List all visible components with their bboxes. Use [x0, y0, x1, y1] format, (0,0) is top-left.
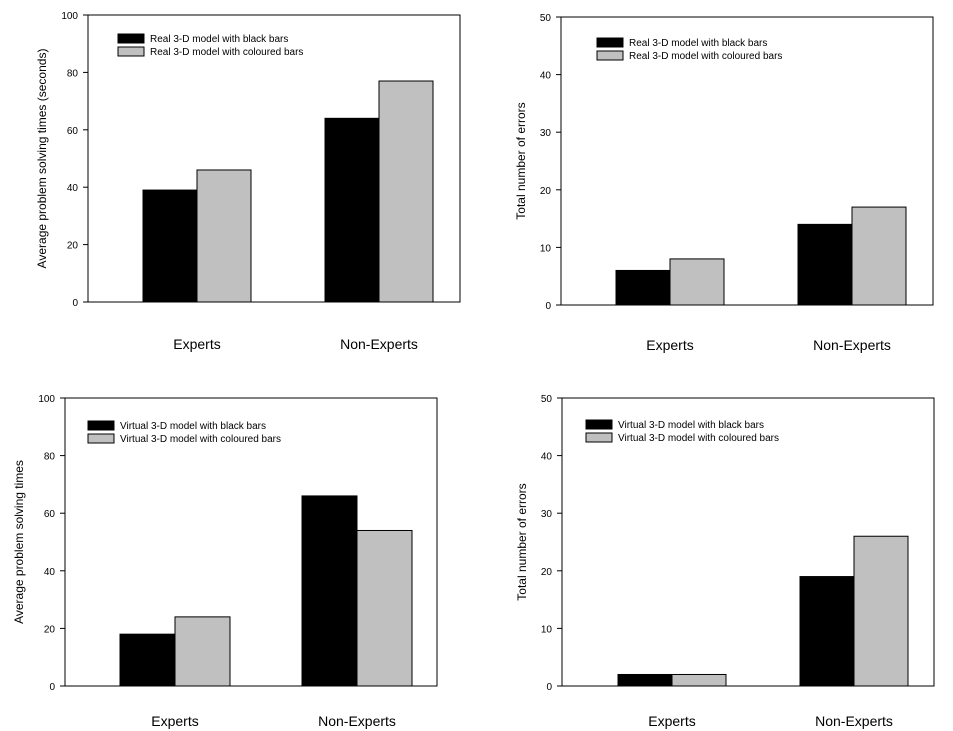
- bar: [615, 269, 671, 306]
- y-tick-label: 30: [541, 509, 553, 520]
- bar: [356, 529, 413, 687]
- bar: [378, 80, 434, 303]
- y-tick-label: 0: [546, 682, 552, 693]
- x-tick-label: Experts: [173, 336, 220, 352]
- bar: [799, 576, 855, 687]
- y-tick-label: 20: [67, 241, 79, 252]
- bar: [669, 258, 725, 306]
- legend-label: Real 3-D model with coloured bars: [629, 51, 782, 62]
- y-tick-label: 10: [540, 243, 552, 254]
- chart-panel: Experts Non-Experts 0 10 20 30 40 50 Total numbe…: [514, 13, 934, 353]
- legend-label: Virtual 3-D model with black bars: [618, 420, 764, 431]
- y-tick-label: 100: [38, 394, 55, 405]
- y-tick-label: 80: [67, 68, 79, 79]
- y-tick-label: 40: [44, 567, 56, 578]
- plot-frame: [561, 397, 935, 687]
- x-tick-label: Non-Experts: [813, 337, 891, 353]
- legend-label: Real 3-D model with black bars: [150, 34, 288, 45]
- chart-panel: Experts Non-Experts 0 20 40 60 80 100 Average pr…: [35, 11, 461, 352]
- legend-swatch: [585, 419, 613, 430]
- plot-frame: [87, 14, 461, 303]
- x-tick-label: Non-Experts: [318, 713, 396, 729]
- legend-label: Virtual 3-D model with coloured bars: [618, 433, 779, 444]
- bar: [142, 189, 198, 303]
- y-axis-label: Average problem solving times: [12, 460, 26, 624]
- x-tick-label: Non-Experts: [340, 336, 418, 352]
- x-tick-label: Non-Experts: [815, 713, 893, 729]
- y-tick-label: 20: [541, 567, 553, 578]
- x-tick-label: Experts: [646, 337, 693, 353]
- bar: [196, 169, 252, 303]
- legend-label: Virtual 3-D model with black bars: [120, 421, 266, 432]
- legend-swatch: [87, 433, 115, 444]
- legend-swatch: [585, 432, 613, 443]
- y-tick-label: 50: [541, 394, 553, 405]
- y-tick-label: 0: [72, 298, 78, 309]
- plot-frame: [64, 397, 438, 687]
- y-tick-label: 0: [49, 682, 55, 693]
- x-tick-label: Experts: [648, 713, 695, 729]
- y-tick-label: 10: [541, 624, 553, 635]
- legend-label: Real 3-D model with black bars: [629, 38, 767, 49]
- bar: [797, 223, 853, 306]
- legend-label: Real 3-D model with coloured bars: [150, 47, 303, 58]
- y-axis-label: Total number of errors: [515, 483, 529, 600]
- y-axis-label: Average problem solving times (seconds): [35, 49, 49, 269]
- y-tick-label: 60: [44, 509, 56, 520]
- y-tick-label: 30: [540, 128, 552, 139]
- y-tick-label: 40: [541, 452, 553, 463]
- legend-swatch: [596, 50, 624, 61]
- y-tick-label: 100: [61, 11, 78, 22]
- bar: [301, 495, 358, 687]
- y-tick-label: 50: [540, 13, 552, 24]
- y-tick-label: 80: [44, 452, 56, 463]
- x-tick-label: Experts: [151, 713, 198, 729]
- y-axis-label: Total number of errors: [514, 102, 528, 219]
- y-tick-label: 40: [67, 183, 79, 194]
- bar: [174, 616, 231, 687]
- y-tick-label: 40: [540, 71, 552, 82]
- bar: [119, 633, 176, 687]
- y-tick-label: 60: [67, 126, 79, 137]
- legend-label: Virtual 3-D model with coloured bars: [120, 434, 281, 445]
- chart-panel: Experts Non-Experts 0 20 40 60 80 100 Average pr…: [12, 394, 438, 729]
- bar: [853, 535, 909, 687]
- plot-frame: [560, 16, 934, 306]
- bar: [617, 673, 673, 687]
- legend-swatch: [87, 420, 115, 431]
- legend-swatch: [117, 33, 145, 44]
- y-tick-label: 20: [540, 186, 552, 197]
- bar: [851, 206, 907, 306]
- bar: [671, 673, 727, 687]
- legend-swatch: [117, 46, 145, 57]
- y-tick-label: 0: [545, 301, 551, 312]
- legend-swatch: [596, 37, 624, 48]
- bar: [324, 117, 380, 303]
- chart-panel: Experts Non-Experts 0 10 20 30 40 50 Total numbe…: [515, 394, 935, 729]
- y-tick-label: 20: [44, 624, 56, 635]
